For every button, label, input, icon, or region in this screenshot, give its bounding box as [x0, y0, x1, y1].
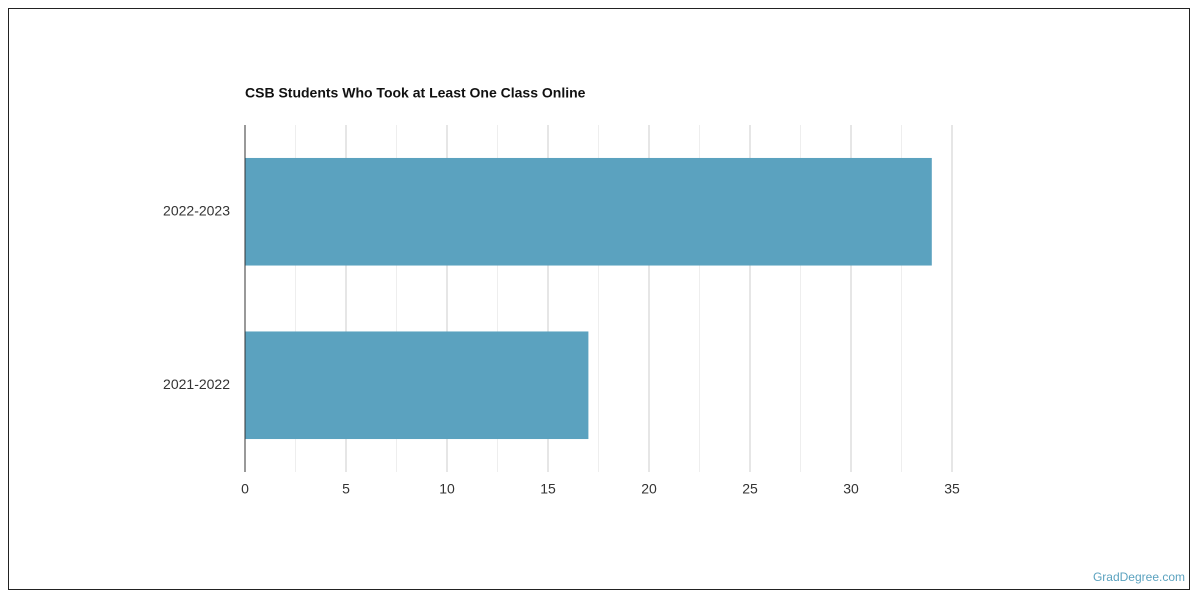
source-link[interactable]: GradDegree.com	[1093, 570, 1185, 584]
x-tick-label: 35	[944, 481, 960, 497]
x-tick-label: 5	[342, 481, 350, 497]
bar	[245, 331, 589, 440]
chart-title: CSB Students Who Took at Least One Class…	[245, 85, 586, 101]
x-tick-label: 30	[843, 481, 859, 497]
x-tick-label: 10	[439, 481, 455, 497]
x-tick-label: 0	[241, 481, 249, 497]
x-tick-label: 20	[641, 481, 657, 497]
x-tick-label: 25	[742, 481, 758, 497]
y-tick-label: 2021-2022	[163, 376, 230, 392]
x-tick-label: 15	[540, 481, 556, 497]
bar	[245, 157, 932, 266]
y-tick-label: 2022-2023	[163, 202, 230, 218]
